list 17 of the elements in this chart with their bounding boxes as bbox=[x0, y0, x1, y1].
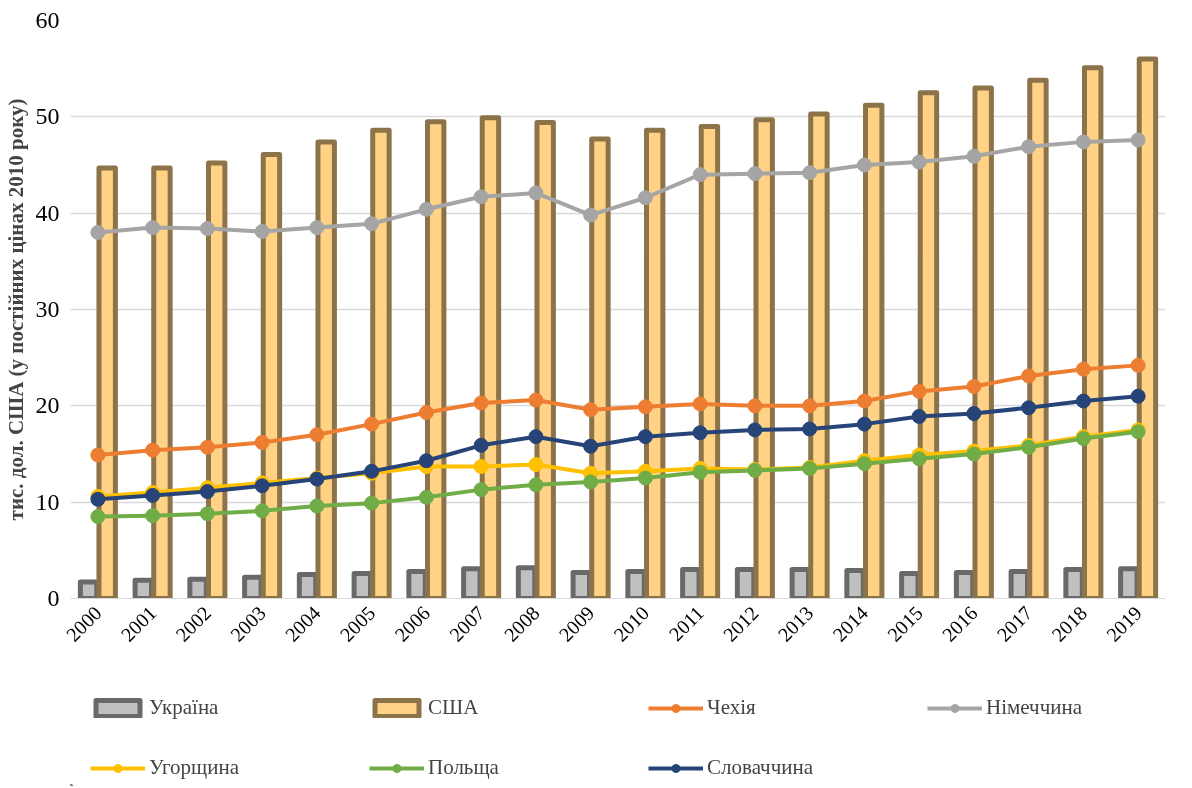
legend-label: Україна bbox=[149, 695, 220, 720]
y-axis-title: тис. дол. США (у постійних цінах 2010 року) bbox=[3, 98, 28, 521]
y-tick-label: 10 bbox=[35, 488, 60, 515]
legend-label: Словаччина bbox=[707, 755, 815, 780]
y-tick-label: 40 bbox=[35, 199, 60, 226]
y-tick-label: 30 bbox=[35, 296, 60, 322]
y-tick-label: 60 bbox=[35, 7, 60, 33]
legend-label: Угорщина bbox=[149, 755, 241, 780]
legend-label: Польща bbox=[428, 755, 500, 780]
y-tick-label: 50 bbox=[35, 103, 60, 130]
x-tick-label: 2011 bbox=[664, 601, 708, 646]
legend-label: США bbox=[428, 695, 480, 720]
y-tick-label: 0 bbox=[47, 585, 60, 611]
legend-label: Чехія bbox=[707, 695, 757, 720]
x-tick-label: 2001 bbox=[116, 601, 161, 646]
legend-label: Німеччина bbox=[986, 695, 1083, 720]
y-tick-label: 20 bbox=[35, 392, 60, 419]
